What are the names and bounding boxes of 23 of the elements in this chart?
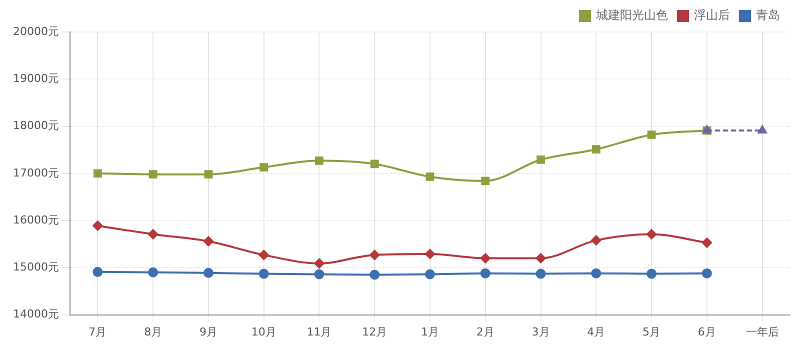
x-tick-label: 5月	[642, 325, 661, 338]
x-tick-label: 9月	[199, 325, 218, 338]
x-tick-label: 3月	[532, 325, 550, 338]
legend-label: 城建阳光山色	[595, 8, 668, 22]
y-tick-label: 14000元	[12, 308, 59, 321]
x-tick-label: 6月	[698, 325, 716, 338]
x-tick-label: 11月	[306, 325, 332, 338]
y-tick-label: 19000元	[12, 72, 59, 85]
legend-label: 浮山后	[694, 8, 730, 22]
x-tick-label: 4月	[587, 325, 606, 338]
y-tick-label: 17000元	[12, 166, 59, 180]
x-tick-label: 8月	[144, 325, 162, 338]
y-tick-label: 16000元	[12, 213, 59, 226]
x-tick-label: 2月	[476, 325, 494, 338]
x-tick-label: 一年后	[746, 325, 779, 338]
y-tick-label: 20000元	[12, 24, 59, 38]
x-tick-label: 12月	[362, 325, 388, 338]
legend-label: 青岛	[756, 8, 780, 22]
x-tick-label: 10月	[251, 325, 276, 338]
y-tick-label: 18000元	[12, 119, 59, 132]
x-tick-label: 7月	[88, 325, 107, 338]
y-tick-label: 15000元	[12, 260, 59, 274]
x-tick-label: 1月	[420, 325, 439, 338]
